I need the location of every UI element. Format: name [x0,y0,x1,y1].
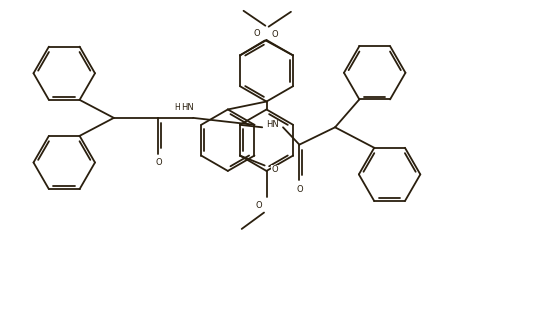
Text: O: O [155,158,161,167]
Text: H: H [174,103,180,112]
Text: HN: HN [266,120,278,129]
Text: HN: HN [181,103,193,112]
Text: O: O [271,30,278,39]
Text: O: O [256,201,262,210]
Text: O: O [254,29,260,38]
Text: O: O [271,165,278,174]
Text: O: O [296,185,303,194]
